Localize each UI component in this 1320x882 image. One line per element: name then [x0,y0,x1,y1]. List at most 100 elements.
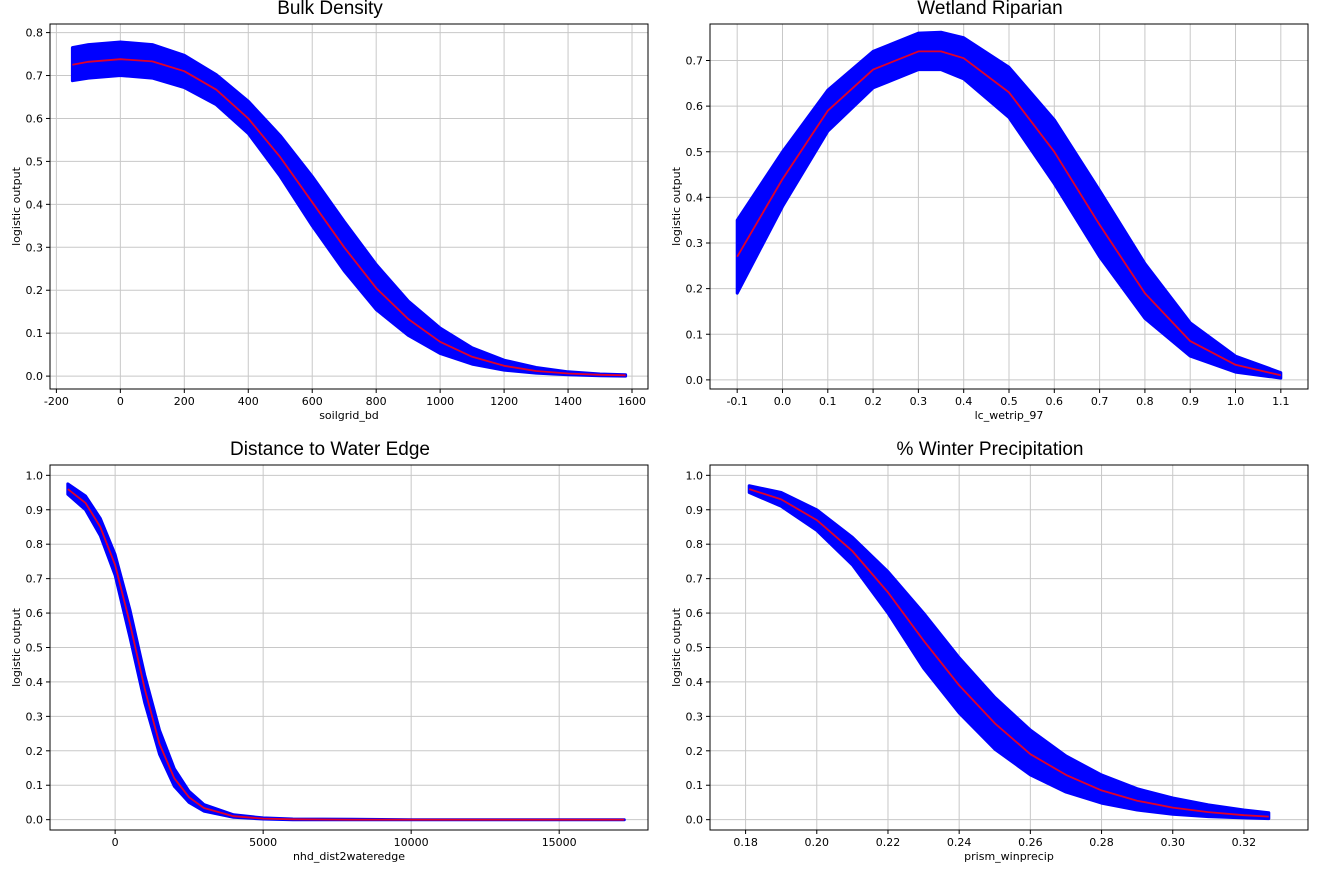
x-tick-label: 1400 [554,395,582,408]
y-tick-label: 0.0 [26,814,44,827]
x-tick-label: 0.6 [1046,395,1064,408]
mean-response-line [736,50,1282,377]
y-tick-label: 0.5 [686,146,704,159]
x-tick-label: 1200 [490,395,518,408]
chart-panel-3: Distance to Water Edge 0 5000 10000 15000 0.… [0,439,660,882]
y-tick-label: 0.0 [686,814,704,827]
y-tick-label: 0.5 [686,642,704,655]
y-tick-label: 0.8 [686,538,704,551]
x-tick-label: 10000 [394,836,429,849]
y-tick-label: 0.0 [686,374,704,387]
x-tick-label: 0.24 [947,836,972,849]
y-tick-label: 0.9 [686,504,704,517]
y-tick-label: 0.1 [26,327,44,340]
y-tick-label: 0.3 [26,241,44,254]
y-axis-label: logistic output [670,607,683,686]
y-axis-label: logistic output [670,166,683,245]
x-tick-label: 0.3 [910,395,928,408]
y-tick-label: 0.1 [686,328,704,341]
chart-plot-2: -0.1 0.0 0.1 0.2 0.3 0.4 0.5 0.6 0.7 0.8 0.9 1.0 1.1… [670,23,1309,422]
y-tick-label: 0.9 [26,504,44,517]
x-tick-label: 0.2 [864,395,882,408]
x-tick-label: 0.32 [1232,836,1257,849]
y-tick-label: 0.7 [686,573,704,586]
confidence-band [747,484,1271,821]
y-tick-label: 0.4 [686,676,704,689]
y-tick-label: 0.7 [26,573,44,586]
y-tick-label: 0.7 [26,70,44,83]
x-tick-label: 600 [302,395,323,408]
x-tick-label: 0.7 [1091,395,1109,408]
y-tick-label: 0.2 [686,745,704,758]
chart-panel-2: Wetland Riparian -0.1 0.0 0.1 0.2 0.3 0.4 0.5 0… [660,0,1320,441]
y-tick-label: 0.8 [26,538,44,551]
x-tick-label: 0.9 [1181,395,1199,408]
x-tick-label: 5000 [249,836,277,849]
y-axis-label: logistic output [10,607,23,686]
y-tick-label: 0.4 [26,198,44,211]
y-tick-label: 0.3 [686,710,704,723]
chart-plot-4: 0.18 0.20 0.22 0.24 0.26 0.28 0.30 0.32 0.0 0.1 0.… [670,464,1309,863]
x-tick-label: 0.5 [1000,395,1018,408]
y-tick-label: 0.3 [686,237,704,250]
x-tick-label: 0.4 [955,395,973,408]
x-tick-label: 0 [112,836,119,849]
y-tick-label: 0.6 [686,607,704,620]
x-tick-label: -0.1 [726,395,747,408]
plot-area [50,24,648,389]
plot-frame [49,23,649,390]
x-tick-label: 0.1 [819,395,837,408]
chart-plot-3: 0 5000 10000 15000 0.0 0.1 0.2 0.3 0.4 0.5 0.6 0.7 0… [10,464,649,863]
x-tick-label: 0.30 [1160,836,1185,849]
y-tick-label: 0.5 [26,155,44,168]
chart-plot-1: -200 0 200 400 600 800 1000 1200 1400 1600 0.0 0.1 0… [10,23,649,422]
chart-title: % Winter Precipitation [896,439,1084,460]
confidence-band [70,40,628,378]
chart-panel-4: % Winter Precipitation 0.18 0.20 0.22 0.24 0… [660,439,1320,882]
y-tick-label: 0.3 [26,710,44,723]
x-tick-label: 400 [238,395,259,408]
y-tick-label: 0.8 [26,27,44,40]
mean-response-line [72,58,626,377]
y-tick-label: 0.4 [686,191,704,204]
y-tick-label: 0.7 [686,55,704,68]
y-tick-label: 0.6 [26,112,44,125]
y-tick-label: 1.0 [686,469,704,482]
x-axis-label: prism_winprecip [964,850,1054,863]
x-axis-label: lc_wetrip_97 [975,409,1044,422]
x-tick-label: 0.26 [1018,836,1043,849]
mean-response-line [67,488,625,821]
chart-title: Distance to Water Edge [230,439,430,460]
y-tick-label: 0.2 [26,745,44,758]
y-tick-label: 0.0 [26,370,44,383]
chart-title: Bulk Density [277,0,383,19]
y-tick-label: 0.6 [26,607,44,620]
chart-title: Wetland Riparian [917,0,1063,19]
y-tick-label: 0.6 [686,100,704,113]
x-tick-label: 0.22 [876,836,901,849]
y-tick-label: 0.1 [686,779,704,792]
x-tick-label: 1.1 [1272,395,1290,408]
x-tick-label: 0.8 [1136,395,1154,408]
x-tick-label: 15000 [542,836,577,849]
y-tick-label: 0.2 [686,283,704,296]
y-tick-label: 0.1 [26,779,44,792]
x-tick-label: 0.20 [805,836,830,849]
y-tick-label: 0.4 [26,676,44,689]
x-tick-label: 1000 [426,395,454,408]
mean-response-line [748,488,1269,818]
x-tick-label: 0.0 [774,395,792,408]
x-axis-label: nhd_dist2wateredge [293,850,405,863]
x-tick-label: 200 [174,395,195,408]
x-axis-label: soilgrid_bd [319,409,379,422]
chart-panel-1: Bulk Density -200 0 200 400 600 800 1000 1200 14… [0,0,660,441]
y-axis-label: logistic output [10,166,23,245]
y-tick-label: 0.5 [26,642,44,655]
x-tick-label: 0.28 [1089,836,1114,849]
x-tick-label: 0 [117,395,124,408]
y-tick-label: 1.0 [26,469,44,482]
x-tick-label: 1600 [618,395,646,408]
x-tick-label: 800 [366,395,387,408]
x-tick-label: 0.18 [733,836,758,849]
y-tick-label: 0.2 [26,284,44,297]
